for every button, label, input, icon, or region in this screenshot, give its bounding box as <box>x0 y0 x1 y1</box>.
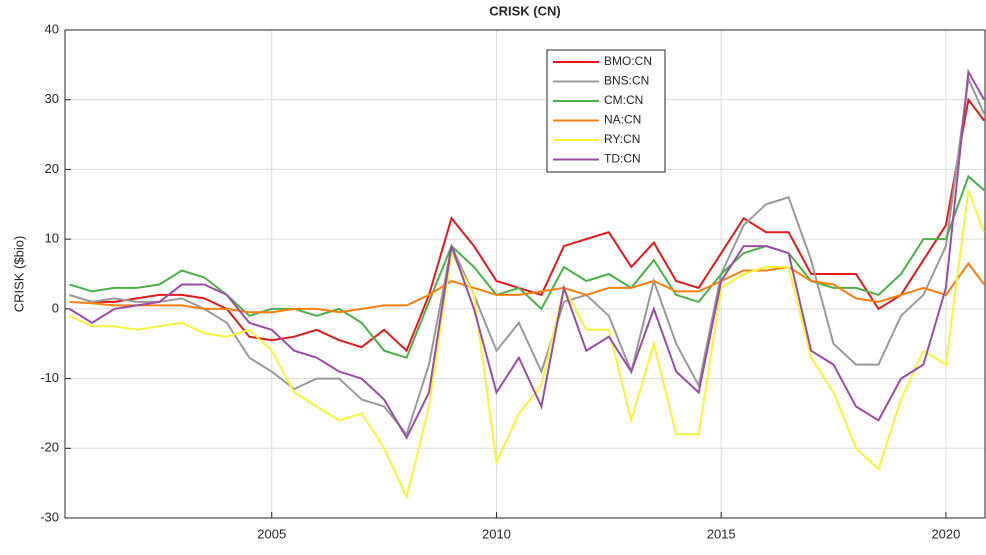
series-line <box>69 261 985 314</box>
legend-label: BNS:CN <box>604 74 649 88</box>
legend-label: NA:CN <box>604 113 641 127</box>
legend-label: RY:CN <box>604 132 640 146</box>
legend-label: TD:CN <box>604 152 641 166</box>
y-tick-label: -20 <box>40 440 59 455</box>
y-axis-label: CRISK ($bio) <box>11 236 26 313</box>
x-tick-label: 2020 <box>931 526 960 541</box>
legend-box <box>546 49 666 173</box>
series-line <box>69 189 985 501</box>
legend: BMO:CN BNS:CN CM:CN NA:CN RY:CN TD:CN <box>546 49 666 173</box>
legend-label: BMO:CN <box>604 54 652 68</box>
y-tick-label: -30 <box>40 509 59 524</box>
y-tick-label: -10 <box>40 370 59 385</box>
legend-label: CM:CN <box>604 93 643 107</box>
y-tick-label: 0 <box>52 300 59 315</box>
y-tick-label: 30 <box>45 91 59 106</box>
x-tick-label: 2010 <box>482 526 511 541</box>
series-line <box>69 174 985 359</box>
x-tick-label: 2015 <box>707 526 736 541</box>
chart-title: CRISK (CN) <box>489 3 561 18</box>
series-line <box>69 97 985 353</box>
y-tick-label: 40 <box>45 21 59 36</box>
series-line <box>68 68 985 440</box>
x-tick-label: 2005 <box>257 526 286 541</box>
y-tick-label: 20 <box>45 161 59 176</box>
plot-frame <box>64 29 986 519</box>
series-line <box>69 75 985 437</box>
y-tick-label: 10 <box>45 231 59 246</box>
